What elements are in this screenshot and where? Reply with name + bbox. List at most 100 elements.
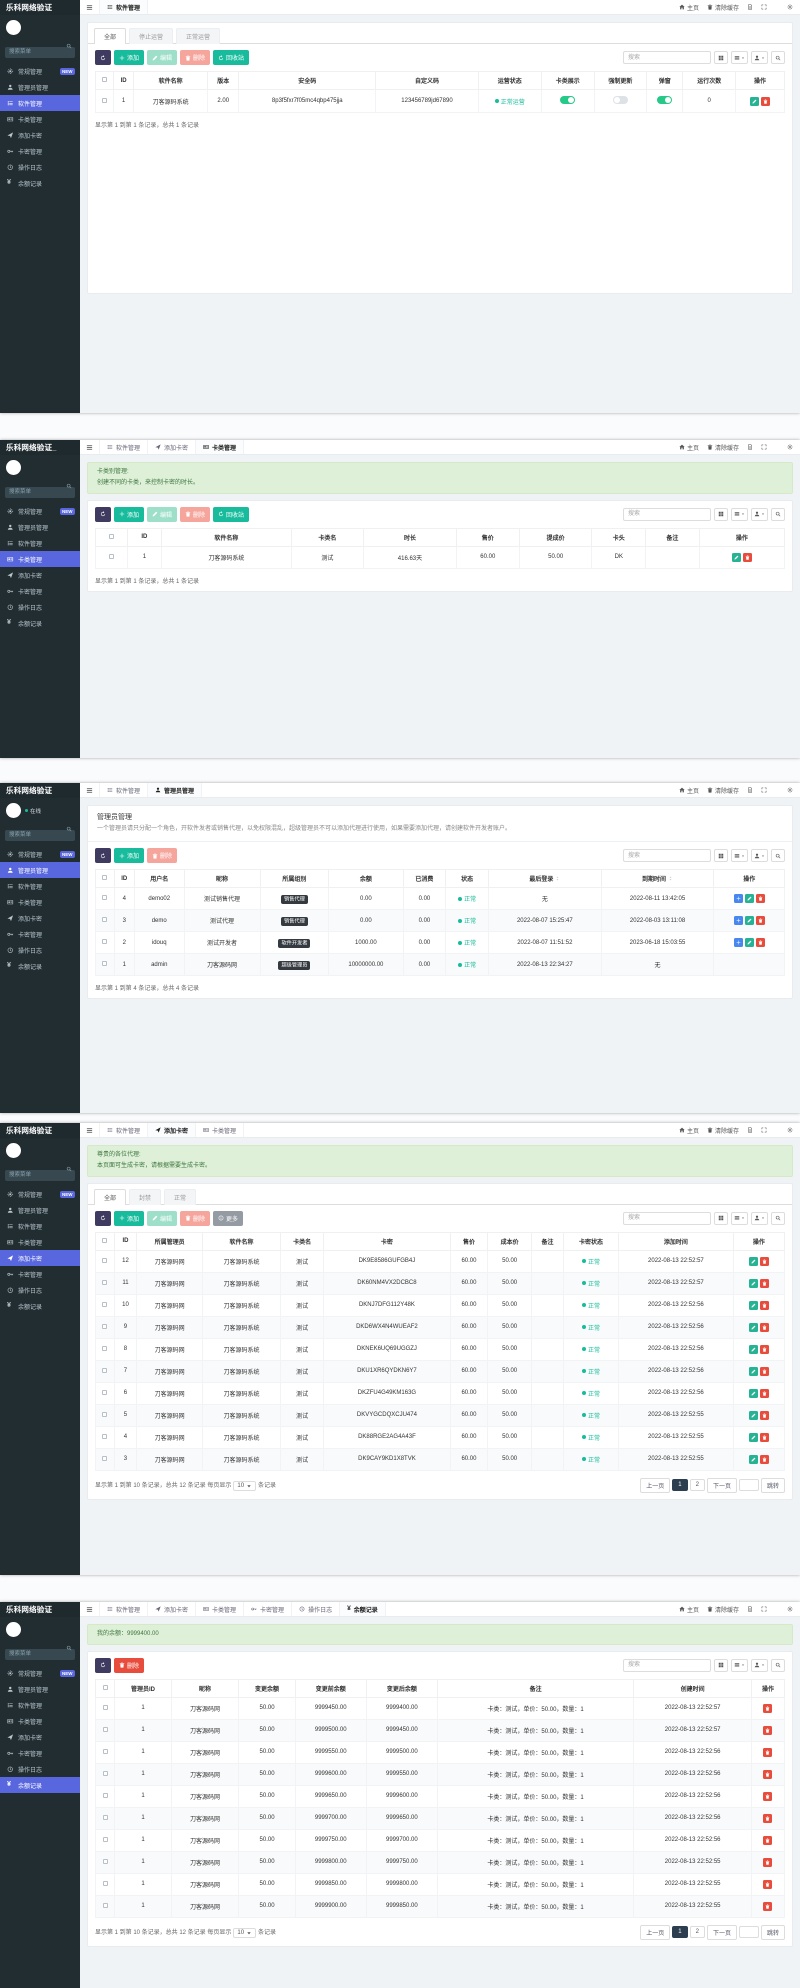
filter-tab[interactable]: 正常运营 — [176, 28, 221, 44]
delete-row-button[interactable] — [759, 1454, 769, 1464]
delete-button[interactable]: 删除 — [147, 848, 178, 863]
select-all-checkbox[interactable] — [102, 1238, 108, 1244]
sidebar-item-admins[interactable]: 管理员管理 — [0, 862, 80, 878]
nav-tab-add-cards[interactable]: 添加卡密 — [148, 1602, 197, 1616]
row-checkbox[interactable] — [102, 1793, 108, 1799]
nav-tab-software[interactable]: 软件管理 — [99, 1602, 149, 1616]
avatar[interactable] — [6, 1143, 21, 1158]
sidebar-item-logs[interactable]: 操作日志 — [0, 159, 80, 175]
language-button[interactable] — [747, 1606, 753, 1612]
settings-button[interactable] — [787, 1127, 793, 1133]
refresh-button[interactable] — [95, 848, 111, 863]
clear-cache-link[interactable]: 清除缓存 — [707, 443, 739, 452]
row-checkbox[interactable] — [102, 1302, 108, 1308]
toggle-view-button[interactable] — [714, 849, 728, 862]
sidebar-item-add-cards[interactable]: 添加卡密 — [0, 1250, 80, 1266]
sidebar-item-balance[interactable]: ¥ 余额记录 — [0, 615, 80, 631]
delete-row-button[interactable] — [759, 1344, 769, 1354]
row-checkbox[interactable] — [102, 1346, 108, 1352]
page-button-1[interactable]: 1 — [672, 1479, 688, 1492]
row-checkbox[interactable] — [102, 1815, 108, 1821]
nav-tab-card-types[interactable]: 卡类管理 — [196, 1123, 245, 1137]
row-checkbox[interactable] — [102, 1837, 108, 1843]
edit-row-button[interactable] — [748, 1454, 758, 1464]
columns-button[interactable] — [731, 1658, 748, 1672]
sidebar-item-balance[interactable]: ¥ 余额记录 — [0, 175, 80, 191]
sidebar-item-card-types[interactable]: 卡类管理 — [0, 111, 80, 127]
row-checkbox[interactable] — [102, 1434, 108, 1440]
nav-tab-card-types[interactable]: 卡类管理 — [196, 440, 245, 454]
delete-row-button[interactable] — [759, 1388, 769, 1398]
search-button[interactable] — [771, 1211, 785, 1225]
edit-row-button[interactable] — [748, 1432, 758, 1442]
clear-cache-link[interactable]: 清除缓存 — [707, 786, 739, 795]
delete-row-button[interactable] — [760, 96, 770, 106]
delete-row-button[interactable] — [763, 1703, 773, 1713]
sidebar-item-logs[interactable]: 操作日志 — [0, 1282, 80, 1298]
select-all-checkbox[interactable] — [102, 1685, 108, 1691]
nav-tab-software[interactable]: 软件管理 — [99, 1123, 149, 1137]
sidebar-item-add-cards[interactable]: 添加卡密 — [0, 127, 80, 143]
row-checkbox[interactable] — [102, 961, 108, 967]
row-checkbox[interactable] — [102, 1881, 108, 1887]
delete-button[interactable]: 删除 — [180, 506, 211, 522]
sidebar-item-add-cards[interactable]: 添加卡密 — [0, 910, 80, 926]
fullscreen-button[interactable] — [761, 1606, 767, 1612]
settings-button[interactable] — [787, 1606, 793, 1612]
language-button[interactable] — [747, 787, 753, 793]
row-checkbox[interactable] — [108, 554, 114, 560]
select-all-checkbox[interactable] — [102, 77, 108, 83]
delete-button[interactable]: 删除 — [114, 1657, 145, 1673]
nav-tab-software[interactable]: 软件管理 — [99, 440, 149, 454]
edit-button[interactable]: 编辑 — [147, 506, 178, 522]
sidebar-item-card-types[interactable]: 卡类管理 — [0, 551, 80, 567]
delete-row-button[interactable] — [763, 1791, 773, 1801]
sidebar-item-card-types[interactable]: 卡类管理 — [0, 1234, 80, 1250]
jump-button[interactable]: 跳转 — [760, 1477, 785, 1493]
page-size-select[interactable]: 10 — [233, 1927, 257, 1938]
row-checkbox[interactable] — [102, 1705, 108, 1711]
delete-row-button[interactable] — [759, 1322, 769, 1332]
fullscreen-button[interactable] — [761, 1127, 767, 1133]
nav-tab-cards[interactable]: 卡密管理 — [244, 1602, 293, 1616]
jump-page-input[interactable] — [738, 1479, 759, 1492]
menu-toggle-button[interactable] — [80, 1127, 99, 1134]
nav-tab-software[interactable]: 软件管理 — [99, 0, 149, 14]
home-link[interactable]: 主页 — [679, 1126, 699, 1135]
sidebar-item-admins[interactable]: 管理员管理 — [0, 79, 80, 95]
row-checkbox[interactable] — [102, 917, 108, 923]
row-checkbox[interactable] — [102, 1412, 108, 1418]
toggle-view-button[interactable] — [714, 51, 728, 64]
columns-button[interactable] — [731, 1211, 748, 1225]
toggle-switch[interactable] — [560, 96, 576, 104]
sidebar-item-general[interactable]: 常规管理 NEW — [0, 1186, 80, 1202]
row-checkbox[interactable] — [102, 1727, 108, 1733]
prev-page-button[interactable]: 上一页 — [640, 1924, 671, 1940]
delete-row-button[interactable] — [763, 1879, 773, 1889]
row-checkbox[interactable] — [102, 1280, 108, 1286]
sidebar-item-general[interactable]: 常规管理 NEW — [0, 63, 80, 79]
row-checkbox[interactable] — [102, 1456, 108, 1462]
home-link[interactable]: 主页 — [679, 443, 699, 452]
clear-cache-link[interactable]: 清除缓存 — [707, 1605, 739, 1614]
menu-toggle-button[interactable] — [80, 444, 99, 451]
sidebar-item-logs[interactable]: 操作日志 — [0, 1761, 80, 1777]
export-button[interactable] — [751, 849, 768, 862]
row-checkbox[interactable] — [102, 1390, 108, 1396]
row-checkbox[interactable] — [102, 1859, 108, 1865]
avatar[interactable] — [6, 20, 21, 35]
avatar[interactable] — [6, 803, 21, 818]
sidebar-item-general[interactable]: 常规管理 NEW — [0, 503, 80, 519]
delete-row-button[interactable] — [759, 1410, 769, 1420]
delete-row-button[interactable] — [759, 1300, 769, 1310]
delete-row-button[interactable] — [759, 1366, 769, 1376]
delete-row-button[interactable] — [759, 1278, 769, 1288]
export-button[interactable] — [751, 1211, 768, 1225]
sidebar-item-software[interactable]: 软件管理 — [0, 535, 80, 551]
row-checkbox[interactable] — [102, 895, 108, 901]
delete-row-button[interactable] — [759, 1432, 769, 1442]
filter-tab[interactable]: 全部 — [94, 28, 127, 44]
sidebar-item-cards[interactable]: 卡密管理 — [0, 143, 80, 159]
refresh-button[interactable] — [95, 50, 111, 65]
home-link[interactable]: 主页 — [679, 786, 699, 795]
